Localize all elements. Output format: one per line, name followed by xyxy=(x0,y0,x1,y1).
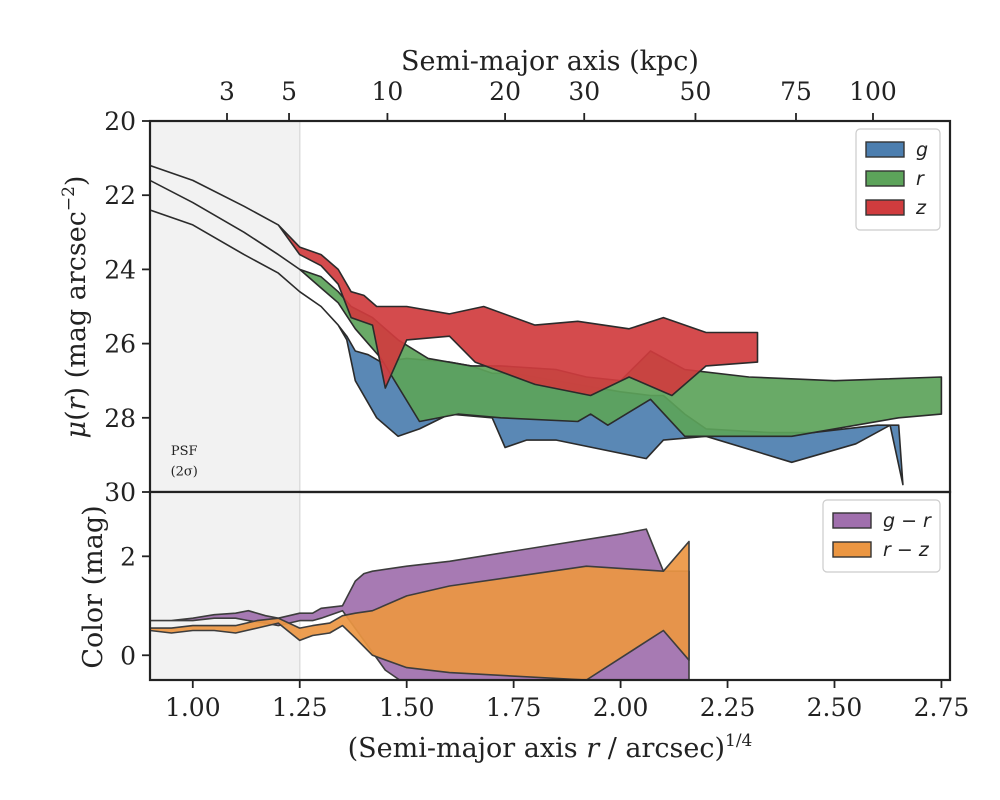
y-tick-label: 20 xyxy=(104,107,136,136)
legend-label: g xyxy=(916,139,928,161)
legend-swatch xyxy=(832,512,872,529)
x-tick-label: 1.75 xyxy=(486,693,542,722)
mu-axis-ticks: 20 22 24 26 28 30 xyxy=(104,107,150,507)
x-tick-label: 2.00 xyxy=(593,693,649,722)
legend-label: r − z xyxy=(883,539,930,561)
series-band-rz xyxy=(150,540,690,680)
arcsec-axis-label-exponent: 1/4 xyxy=(725,731,752,751)
psf-region xyxy=(150,121,300,492)
kpc-tick-label: 30 xyxy=(568,77,600,106)
psf-region-color xyxy=(150,492,300,680)
color-frame xyxy=(148,490,952,682)
y-tick-label: 24 xyxy=(104,255,136,284)
x-tick-label: 1.25 xyxy=(272,693,328,722)
y-tick-label: 26 xyxy=(104,330,136,359)
x-tick-label: 2.75 xyxy=(914,693,970,722)
series-band-z xyxy=(150,164,759,397)
surface-brightness-legend: grz xyxy=(855,128,941,231)
color-series xyxy=(150,528,690,680)
x-tick-label: 1.00 xyxy=(165,693,221,722)
mu-axis-label: μ(r) (mag arcsec−2) xyxy=(59,176,92,439)
arcsec-axis-label-r: r xyxy=(586,733,601,764)
kpc-axis-ticks: 3 5 10 20 30 50 75 100 xyxy=(219,77,897,121)
color-tick-label: 2 xyxy=(120,542,136,571)
arcsec-axis-label: (Semi-major axis r / arcsec)1/4 xyxy=(348,731,753,764)
kpc-tick-label: 100 xyxy=(849,77,897,106)
legend-label: g − r xyxy=(883,510,932,532)
color-legend: g − r r − z xyxy=(822,499,941,573)
legend-swatch xyxy=(865,141,905,158)
psf-label: PSF xyxy=(171,444,198,459)
legend-label: z xyxy=(915,197,927,219)
legend-swatch xyxy=(865,199,905,216)
legend-swatch xyxy=(865,170,905,187)
arcsec-axis-label-main: (Semi-major axis xyxy=(348,733,587,764)
kpc-tick-label: 3 xyxy=(219,77,235,106)
legend-swatch xyxy=(832,541,872,558)
kpc-tick-label: 5 xyxy=(281,77,297,106)
x-tick-label: 2.25 xyxy=(700,693,756,722)
x-tick-label: 1.50 xyxy=(379,693,435,722)
arcsec-axis-ticks: 1.00 1.25 1.50 1.75 2.00 2.25 2.50 2.75 xyxy=(165,680,969,722)
x-tick-label: 2.50 xyxy=(807,693,863,722)
kpc-tick-label: 75 xyxy=(780,77,812,106)
surface-brightness-series xyxy=(150,164,943,486)
kpc-tick-label: 10 xyxy=(372,77,404,106)
kpc-tick-label: 50 xyxy=(680,77,712,106)
surface-brightness-panel: 20 22 24 26 28 30 3 5 10 20 30 50 75 100 PSF (2σ) gr… xyxy=(104,77,952,507)
y-tick-label: 30 xyxy=(104,478,136,507)
series-band-g xyxy=(150,209,904,486)
color-axis-ticks: 02 xyxy=(120,542,150,670)
kpc-tick-label: 20 xyxy=(489,77,521,106)
legend-label: r xyxy=(916,168,925,190)
kpc-axis-label: Semi-major axis (kpc) xyxy=(401,46,699,77)
y-tick-label: 22 xyxy=(104,181,136,210)
y-tick-label: 28 xyxy=(104,404,136,433)
color-axis-label: Color (mag) xyxy=(78,505,109,668)
color-panel: 02 1.00 1.25 1.50 1.75 2.00 2.25 2.50 2.75 g − … xyxy=(120,490,969,722)
color-tick-label: 0 xyxy=(120,641,136,670)
psf-sigma-label: (2σ) xyxy=(171,464,198,479)
